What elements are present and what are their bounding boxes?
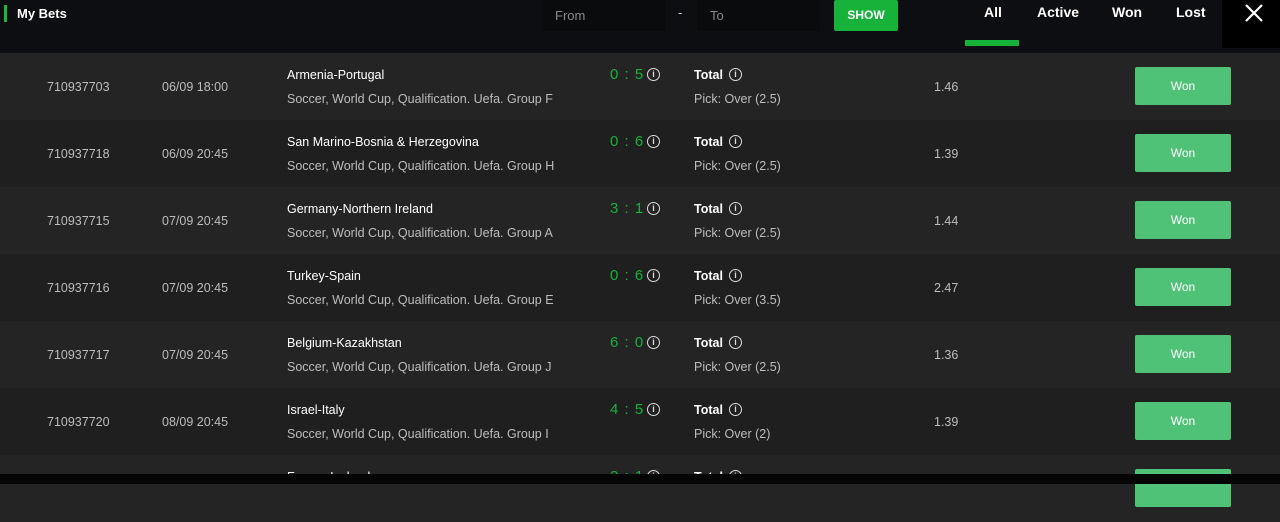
pick: Pick: Over (2.5) — [694, 92, 781, 106]
info-icon[interactable]: i — [729, 202, 742, 215]
score: 0 : 6 — [610, 267, 645, 284]
market-name: Total — [694, 202, 723, 216]
info-icon[interactable]: i — [647, 403, 660, 416]
info-icon[interactable]: i — [647, 202, 660, 215]
date-separator: - — [678, 5, 683, 20]
bet-row: 710937715 07/09 20:45 Germany-Northern Ire… — [0, 187, 1280, 254]
league-name: Soccer, World Cup, Qualification. Uefa. … — [287, 92, 553, 106]
odds: 1.36 — [934, 348, 959, 362]
league-name: Soccer, World Cup, Qualification. Uefa. … — [287, 360, 552, 374]
bet-row: 710937718 06/09 20:45 San Marino-Bosnia & … — [0, 120, 1280, 187]
odds: 1.44 — [934, 214, 959, 228]
active-tab-indicator — [965, 40, 1019, 46]
bet-id: 710937718 — [47, 147, 110, 161]
bet-row: 710937716 07/09 20:45 Turkey-Spain Soccer, … — [0, 254, 1280, 321]
bet-datetime: 06/09 18:00 — [162, 80, 229, 94]
info-icon[interactable]: i — [729, 135, 742, 148]
event-name: Armenia-Portugal — [287, 68, 385, 82]
info-icon[interactable]: i — [729, 403, 742, 416]
pick: Pick: Over (3.5) — [694, 293, 781, 307]
score: 0 : 6 — [610, 133, 645, 150]
bet-id: 710937715 — [47, 214, 110, 228]
status-badge[interactable]: Won — [1135, 201, 1231, 239]
bet-datetime: 07/09 20:45 — [162, 214, 229, 228]
odds: 1.46 — [934, 80, 959, 94]
status-badge[interactable]: Won — [1135, 67, 1231, 105]
score: 6 : 0 — [610, 334, 645, 351]
odds: 1.39 — [934, 415, 959, 429]
event-name: Israel-Italy — [287, 403, 345, 417]
info-icon[interactable]: i — [729, 68, 742, 81]
market-name: Total — [694, 135, 723, 149]
show-button[interactable]: SHOW — [834, 0, 898, 31]
market-name: Total — [694, 269, 723, 283]
status-badge[interactable]: Won — [1135, 402, 1231, 440]
league-name: Soccer, World Cup, Qualification. Uefa. … — [287, 293, 554, 307]
status-badge[interactable]: Won — [1135, 335, 1231, 373]
market-name: Total — [694, 403, 723, 417]
league-name: Soccer, World Cup, Qualification. Uefa. … — [287, 427, 549, 441]
odds: 1.39 — [934, 147, 959, 161]
event-name: Germany-Northern Ireland — [287, 202, 433, 216]
event-name: Belgium-Kazakhstan — [287, 336, 402, 350]
page-title: My Bets — [4, 5, 67, 22]
score: 0 : 5 — [610, 66, 645, 83]
bet-id: 710937716 — [47, 281, 110, 295]
info-icon[interactable]: i — [729, 336, 742, 349]
from-date-input[interactable] — [542, 0, 665, 31]
bet-row: 710937717 07/09 20:45 Belgium-Kazakhstan So… — [0, 321, 1280, 388]
score: 4 : 5 — [610, 401, 645, 418]
info-icon[interactable]: i — [647, 68, 660, 81]
score: 3 : 1 — [610, 200, 645, 217]
market-name: Total — [694, 68, 723, 82]
close-icon — [1245, 4, 1263, 22]
bet-id: 710937720 — [47, 415, 110, 429]
info-icon[interactable]: i — [647, 269, 660, 282]
bet-row: 710937703 06/09 18:00 Armenia-Portugal Socc… — [0, 53, 1280, 120]
bet-datetime: 07/09 20:45 — [162, 281, 229, 295]
event-name: San Marino-Bosnia & Herzegovina — [287, 135, 479, 149]
info-icon[interactable]: i — [647, 336, 660, 349]
bet-row: 710937720 08/09 20:45 Israel-Italy Soccer, … — [0, 388, 1280, 455]
bet-datetime: 07/09 20:45 — [162, 348, 229, 362]
to-date-input[interactable] — [697, 0, 820, 31]
status-badge[interactable]: Won — [1135, 134, 1231, 172]
tab-active[interactable]: Active — [1037, 4, 1080, 20]
close-button[interactable] — [1222, 0, 1280, 48]
tab-won[interactable]: Won — [1112, 4, 1143, 20]
market-name: Total — [694, 336, 723, 350]
tab-lost[interactable]: Lost — [1176, 4, 1206, 20]
odds: 2.47 — [934, 281, 959, 295]
league-name: Soccer, World Cup, Qualification. Uefa. … — [287, 159, 555, 173]
pick: Pick: Over (2.5) — [694, 159, 781, 173]
info-icon[interactable]: i — [729, 269, 742, 282]
header: My Bets - SHOW All Active Won Lost — [0, 0, 1280, 53]
info-icon[interactable]: i — [647, 135, 660, 148]
pick: Pick: Over (2.5) — [694, 360, 781, 374]
league-name: Soccer, World Cup, Qualification. Uefa. … — [287, 226, 553, 240]
tab-all[interactable]: All — [984, 4, 1002, 20]
bet-datetime: 08/09 20:45 — [162, 415, 229, 429]
bet-datetime: 06/09 20:45 — [162, 147, 229, 161]
bet-id: 710937717 — [47, 348, 110, 362]
bottom-bar — [0, 474, 1280, 484]
pick: Pick: Over (2.5) — [694, 226, 781, 240]
status-badge[interactable]: Won — [1135, 268, 1231, 306]
event-name: Turkey-Spain — [287, 269, 361, 283]
pick: Pick: Over (2) — [694, 427, 771, 441]
bet-id: 710937703 — [47, 80, 110, 94]
